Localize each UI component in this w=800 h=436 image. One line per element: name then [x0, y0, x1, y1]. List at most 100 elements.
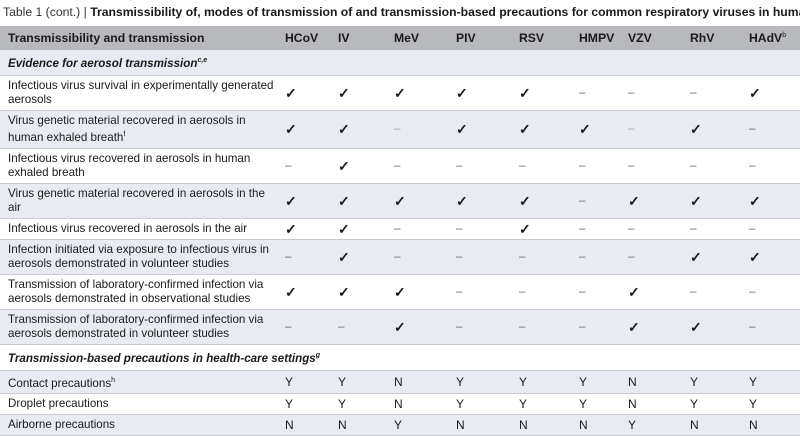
- yes-no-cell: Y: [741, 393, 800, 416]
- dash-cell: –: [682, 274, 741, 310]
- check-mark-icon: ✓: [386, 274, 448, 310]
- row-label: Infection initiated via exposure to infe…: [0, 239, 277, 275]
- check-mark-icon: ✓: [682, 183, 741, 219]
- check-mark-icon: ✓: [741, 183, 800, 219]
- table-row: Contact precautionsh Y Y N Y Y Y N Y Y: [0, 370, 800, 395]
- check-mark-icon: ✓: [386, 183, 448, 219]
- dash-cell: –: [330, 309, 386, 345]
- dash-cell: –: [571, 148, 620, 184]
- dash-cell: –: [620, 75, 682, 111]
- check-mark-icon: ✓: [277, 274, 330, 310]
- check-mark-icon: ✓: [448, 183, 511, 219]
- yes-no-cell: N: [448, 414, 511, 436]
- yes-no-cell: Y: [511, 370, 571, 395]
- section-title: Evidence for aerosol transmissionc,e: [0, 50, 800, 76]
- check-mark-icon: ✓: [511, 218, 571, 240]
- check-mark-icon: ✓: [448, 75, 511, 111]
- dash-cell: –: [448, 148, 511, 184]
- check-mark-icon: ✓: [330, 75, 386, 111]
- row-label: Airborne precautions: [0, 414, 277, 436]
- dash-cell: –: [448, 218, 511, 240]
- check-mark-icon: ✓: [511, 183, 571, 219]
- check-mark-icon: ✓: [277, 183, 330, 219]
- table-row: Droplet precautions Y Y N Y Y Y N Y Y: [0, 393, 800, 416]
- check-mark-icon: ✓: [330, 239, 386, 275]
- header-col-hadv: HAdVb: [749, 31, 787, 45]
- check-mark-icon: ✓: [277, 110, 330, 149]
- table-row: Infectious virus recovered in aerosols i…: [0, 218, 800, 240]
- dash-cell: –: [571, 309, 620, 345]
- header-first-col: Transmissibility and transmission: [8, 31, 205, 45]
- dash-cell: –: [741, 110, 800, 149]
- yes-no-cell: N: [682, 414, 741, 436]
- yes-no-cell: Y: [277, 393, 330, 416]
- table-row: Infectious virus survival in experimenta…: [0, 75, 800, 111]
- row-label: Infectious virus recovered in aerosols i…: [0, 218, 277, 240]
- dash-cell: –: [448, 309, 511, 345]
- dash-cell: –: [511, 239, 571, 275]
- check-mark-icon: ✓: [277, 75, 330, 111]
- yes-no-cell: N: [620, 370, 682, 395]
- row-label: Droplet precautions: [0, 393, 277, 416]
- dash-cell: –: [682, 148, 741, 184]
- table-body: Evidence for aerosol transmissionc,e Infe…: [0, 50, 800, 436]
- dash-cell: –: [571, 239, 620, 275]
- row-label: Contact precautionsh: [0, 370, 277, 395]
- check-mark-icon: ✓: [448, 110, 511, 149]
- check-mark-icon: ✓: [511, 110, 571, 149]
- row-label: Virus genetic material recovered in aero…: [0, 183, 277, 219]
- dash-cell: –: [386, 218, 448, 240]
- check-mark-icon: ✓: [620, 183, 682, 219]
- dash-cell: –: [277, 239, 330, 275]
- yes-no-cell: Y: [448, 370, 511, 395]
- dash-cell: –: [682, 75, 741, 111]
- dash-cell: –: [386, 110, 448, 149]
- dash-cell: –: [511, 309, 571, 345]
- dash-cell: –: [571, 183, 620, 219]
- check-mark-icon: ✓: [571, 110, 620, 149]
- caption-separator: |: [80, 5, 91, 19]
- dash-cell: –: [448, 239, 511, 275]
- dash-cell: –: [741, 218, 800, 240]
- table-row: Transmission of laboratory-confirmed inf…: [0, 309, 800, 345]
- yes-no-cell: Y: [386, 414, 448, 436]
- yes-no-cell: Y: [571, 393, 620, 416]
- table-label: Table 1 (cont.): [3, 5, 81, 19]
- check-mark-icon: ✓: [330, 218, 386, 240]
- section-header-row: Transmission-based precautions in health…: [0, 344, 800, 371]
- yes-no-cell: Y: [277, 370, 330, 395]
- table-row: Virus genetic material recovered in aero…: [0, 183, 800, 219]
- dash-cell: –: [620, 110, 682, 149]
- header-col-mev: MeV: [394, 31, 420, 45]
- table-caption: Table 1 (cont.) | Transmissibility of, m…: [0, 0, 800, 26]
- yes-no-cell: N: [741, 414, 800, 436]
- check-mark-icon: ✓: [330, 183, 386, 219]
- check-mark-icon: ✓: [741, 75, 800, 111]
- dash-cell: –: [448, 274, 511, 310]
- yes-no-cell: Y: [448, 393, 511, 416]
- yes-no-cell: Y: [682, 393, 741, 416]
- yes-no-cell: Y: [682, 370, 741, 395]
- header-col-piv: PIV: [456, 31, 476, 45]
- row-label: Infectious virus recovered in aerosols i…: [0, 148, 277, 184]
- dash-cell: –: [571, 274, 620, 310]
- transmission-table: Transmissibility and transmission HCoV IV…: [0, 26, 800, 436]
- dash-cell: –: [277, 148, 330, 184]
- yes-no-cell: Y: [571, 370, 620, 395]
- table-row: Airborne precautions N N Y N N N Y N N: [0, 414, 800, 436]
- dash-cell: –: [620, 148, 682, 184]
- row-label: Transmission of laboratory-confirmed inf…: [0, 274, 277, 310]
- dash-cell: –: [741, 274, 800, 310]
- check-mark-icon: ✓: [682, 309, 741, 345]
- row-label: Transmission of laboratory-confirmed inf…: [0, 309, 277, 345]
- header-col-rhv: RhV: [690, 31, 715, 45]
- dash-cell: –: [386, 148, 448, 184]
- dash-cell: –: [620, 239, 682, 275]
- header-col-hmpv: HMPV: [579, 31, 615, 45]
- check-mark-icon: ✓: [277, 218, 330, 240]
- check-mark-icon: ✓: [330, 148, 386, 184]
- yes-no-cell: Y: [620, 414, 682, 436]
- yes-no-cell: N: [620, 393, 682, 416]
- table-header-row: Transmissibility and transmission HCoV IV…: [0, 26, 800, 50]
- table-row: Infection initiated via exposure to infe…: [0, 239, 800, 275]
